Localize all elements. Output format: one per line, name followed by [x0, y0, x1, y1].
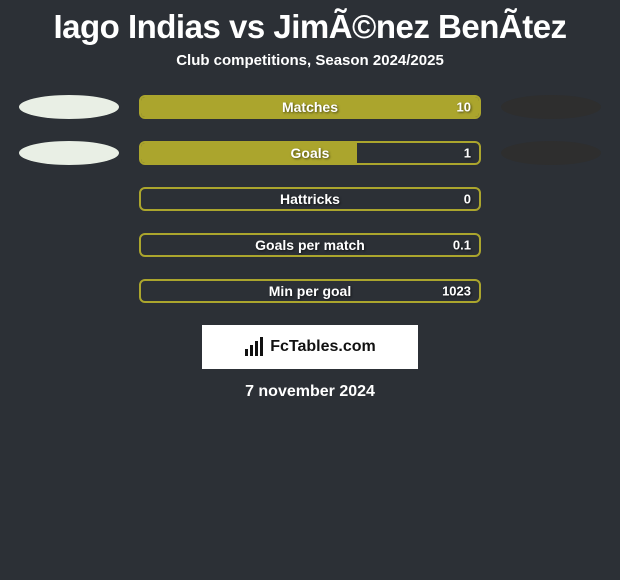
stat-label: Goals per match	[255, 237, 365, 253]
date-text: 7 november 2024	[0, 383, 620, 401]
stat-value: 10	[457, 100, 471, 115]
stat-row: Goals per match 0.1	[0, 233, 620, 257]
stat-bar: Goals 1	[139, 141, 481, 165]
stat-value: 0	[464, 192, 471, 207]
stat-label: Min per goal	[269, 283, 351, 299]
stat-label: Hattricks	[280, 191, 340, 207]
brand-text: FcTables.com	[270, 338, 376, 356]
stat-bar: Hattricks 0	[139, 187, 481, 211]
left-ellipse	[19, 95, 119, 119]
stat-value: 0.1	[453, 238, 471, 253]
stat-bar: Min per goal 1023	[139, 279, 481, 303]
page-title: Iago Indias vs JimÃ©nez BenÃ­tez	[0, 0, 620, 52]
stat-row: Hattricks 0	[0, 187, 620, 211]
stat-row: Min per goal 1023	[0, 279, 620, 303]
stat-row: Goals 1	[0, 141, 620, 165]
stat-bar: Matches 10	[139, 95, 481, 119]
stat-value: 1	[464, 146, 471, 161]
right-ellipse	[501, 141, 601, 165]
subtitle: Club competitions, Season 2024/2025	[0, 52, 620, 95]
stat-bar: Goals per match 0.1	[139, 233, 481, 257]
stat-row: Matches 10	[0, 95, 620, 119]
stat-label: Matches	[282, 99, 338, 115]
brand-badge: FcTables.com	[202, 325, 418, 369]
stat-label: Goals	[291, 145, 330, 161]
bars-icon	[244, 337, 264, 357]
left-ellipse	[19, 141, 119, 165]
stat-value: 1023	[442, 284, 471, 299]
right-ellipse	[501, 95, 601, 119]
stats-container: Matches 10 Goals 1 Hattricks 0 Goals per match…	[0, 95, 620, 303]
